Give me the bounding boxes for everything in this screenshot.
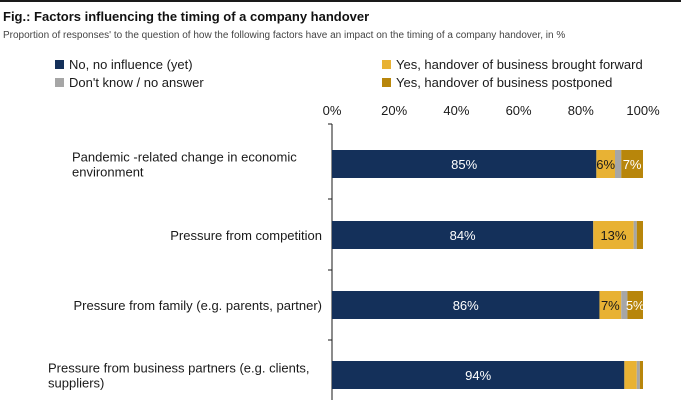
x-tick-label: 80%: [568, 103, 594, 118]
bar-segment: [332, 150, 597, 178]
legend-swatch-no-influence: [55, 60, 64, 69]
legend-swatch-dont-know: [55, 78, 64, 87]
x-tick-label: 0%: [323, 103, 342, 118]
bar-segment: [639, 361, 643, 389]
category-label: Pressure from competition: [170, 228, 322, 243]
legend-label-postponed: Yes, handover of business postponed: [396, 75, 613, 90]
bar-segment: [636, 361, 640, 389]
legend-item-brought-forward: Yes, handover of business brought forwar…: [382, 57, 643, 72]
data-label: 86%: [453, 298, 479, 313]
category-label: environment: [72, 165, 144, 180]
legend-label-brought-forward: Yes, handover of business brought forwar…: [396, 57, 643, 72]
bar-segment: [332, 221, 594, 249]
bar-segment: [621, 150, 643, 178]
bar-segment: [615, 150, 622, 178]
data-label: 85%: [451, 157, 477, 172]
bar-segment: [621, 291, 628, 319]
data-label: 6%: [596, 157, 615, 172]
data-label: 13%: [600, 228, 626, 243]
bar-segment: [332, 291, 600, 319]
data-label: 94%: [465, 368, 491, 383]
bar-segment: [624, 361, 637, 389]
x-tick-label: 40%: [443, 103, 469, 118]
category-label: Pandemic -related change in economic: [72, 150, 297, 165]
x-tick-label: 60%: [506, 103, 532, 118]
bar-segment: [332, 361, 625, 389]
bar-segment: [599, 291, 622, 319]
bar-segment: [627, 291, 643, 319]
legend-item-no-influence: No, no influence (yet): [55, 57, 193, 72]
x-tick-label: 20%: [381, 103, 407, 118]
data-label: 5%: [626, 298, 645, 313]
legend-swatch-postponed: [382, 78, 391, 87]
x-tick-label: 100%: [626, 103, 660, 118]
legend-item-postponed: Yes, handover of business postponed: [382, 75, 612, 90]
legend-label-dont-know: Don't know / no answer: [69, 75, 204, 90]
bar-segment: [596, 150, 616, 178]
chart-title: Fig.: Factors influencing the timing of …: [3, 9, 370, 24]
legend-swatch-brought-forward: [382, 60, 391, 69]
data-label: 7%: [601, 298, 620, 313]
bar-segment: [633, 221, 637, 249]
chart-subtitle: Proportion of responses' to the question…: [3, 30, 566, 41]
bar-segment: [593, 221, 634, 249]
top-rule: [0, 0, 681, 2]
bar-segment: [636, 221, 643, 249]
legend-item-dont-know: Don't know / no answer: [55, 75, 204, 90]
legend-label-no-influence: No, no influence (yet): [69, 57, 193, 72]
data-label: 7%: [623, 157, 642, 172]
category-label: Pressure from family (e.g. parents, part…: [73, 298, 322, 313]
data-label: 84%: [450, 228, 476, 243]
category-label: suppliers): [48, 376, 104, 391]
category-label: Pressure from business partners (e.g. cl…: [48, 361, 310, 376]
